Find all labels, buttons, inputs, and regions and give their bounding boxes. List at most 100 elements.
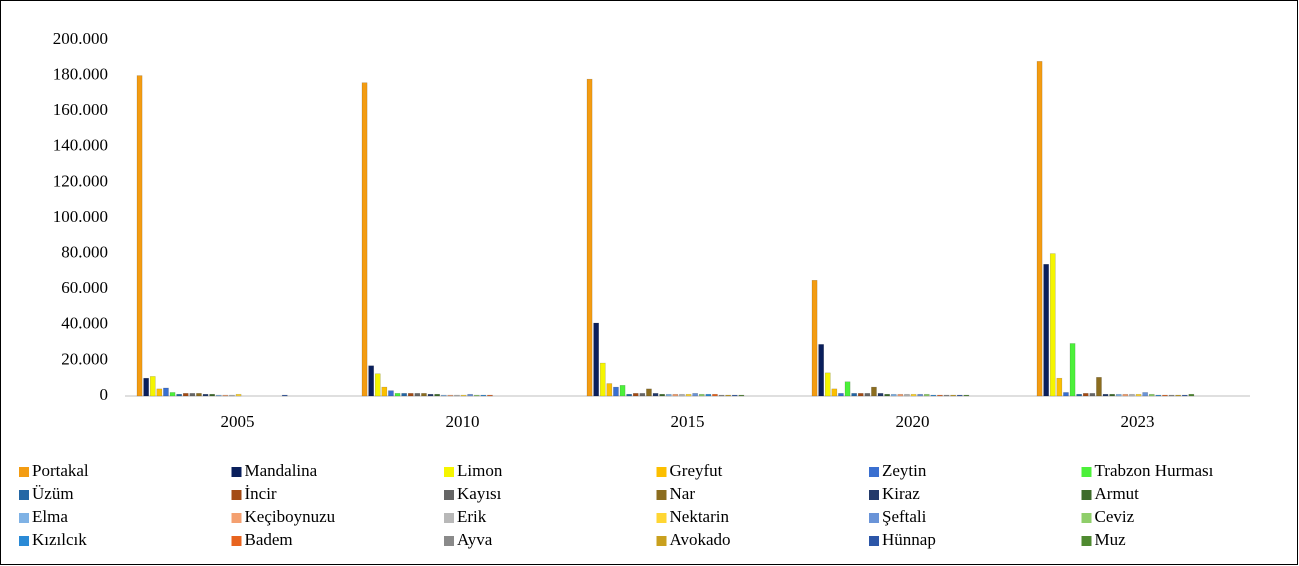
bar [440,394,447,397]
bar [235,393,242,397]
legend-swatch [1081,490,1092,500]
bar [1043,264,1049,397]
legend-swatch [444,467,454,477]
bar [427,393,434,397]
bar [1168,394,1175,397]
bar [407,393,414,397]
legend-swatch [444,513,454,523]
bar [394,393,401,397]
bar [712,393,718,397]
legend-swatch [656,467,667,477]
x-tick-label: 2015 [671,412,705,431]
bar [222,394,229,397]
legend-label: Kiraz [882,484,920,503]
legend-label: Ceviz [1095,507,1135,526]
bar [659,393,665,397]
bar [877,393,884,397]
bar [890,393,897,397]
bar [923,393,930,397]
bar [1122,393,1129,397]
bar [910,393,917,397]
legend-swatch [444,536,454,546]
bar [1188,393,1195,397]
legend-label: Erik [457,507,487,526]
legend-swatch [1081,467,1092,477]
bar [956,394,963,397]
legend-swatch [869,467,879,477]
legend-swatch [231,536,242,546]
bar [679,393,685,397]
legend-swatch [1081,513,1092,523]
bar [388,390,394,397]
bar [480,394,487,397]
bar [401,393,407,397]
legend-label: Nektarin [670,507,730,526]
bar [738,394,745,397]
bar [1142,392,1148,397]
bar [229,394,235,397]
bar [646,388,652,397]
bar [824,372,831,397]
legend-label: Portakal [32,461,89,480]
bar [1082,393,1089,397]
bar [156,388,163,397]
bar [1148,393,1155,397]
y-tick-label: 0 [100,385,109,404]
bar [943,394,950,397]
bar [1175,394,1181,397]
x-tick-label: 2010 [446,412,480,431]
bar [725,394,731,397]
bar [705,393,712,397]
bar [857,393,864,397]
bar [626,393,632,397]
bar [215,394,222,397]
bar [692,393,698,397]
legend-label: Muz [1095,530,1127,549]
y-tick-label: 100.000 [53,207,108,226]
legend-swatch [869,490,879,500]
bar [1056,377,1063,397]
bar [374,373,381,397]
bar [473,394,480,397]
legend-swatch [231,490,242,500]
legend-swatch [1081,536,1092,546]
bar [718,394,725,397]
bar [460,394,467,397]
legend-label: Badem [245,530,293,549]
bar [871,386,877,397]
legend-label: Kayısı [457,484,502,503]
bar [1069,343,1076,397]
y-tick-label: 40.000 [61,314,108,333]
bar [447,394,454,397]
bar [844,381,851,397]
bar [619,385,626,397]
x-tick-label: 2005 [221,412,255,431]
bar [639,393,646,397]
bar [169,392,176,397]
legend-label: Hünnap [882,530,936,549]
legend-label: Limon [457,461,503,480]
y-tick-label: 20.000 [61,349,108,368]
legend-swatch [869,536,879,546]
bar [652,393,659,397]
legend-swatch [656,513,667,523]
bar [632,393,639,397]
bar [149,376,156,397]
legend-label: Şeftali [882,507,927,526]
bar [381,386,388,397]
bar [613,386,619,397]
bar [1155,394,1162,397]
bar [361,82,368,397]
x-tick-label: 2020 [896,412,930,431]
legend-label: Ayva [457,530,493,549]
bar [196,393,202,397]
bar [202,393,209,397]
bar [189,393,196,397]
legend-label: Nar [670,484,696,503]
legend-label: Elma [32,507,68,526]
y-tick-label: 120.000 [53,171,108,190]
legend-swatch [869,513,879,523]
bar [182,393,189,397]
legend-label: İncir [245,484,277,503]
